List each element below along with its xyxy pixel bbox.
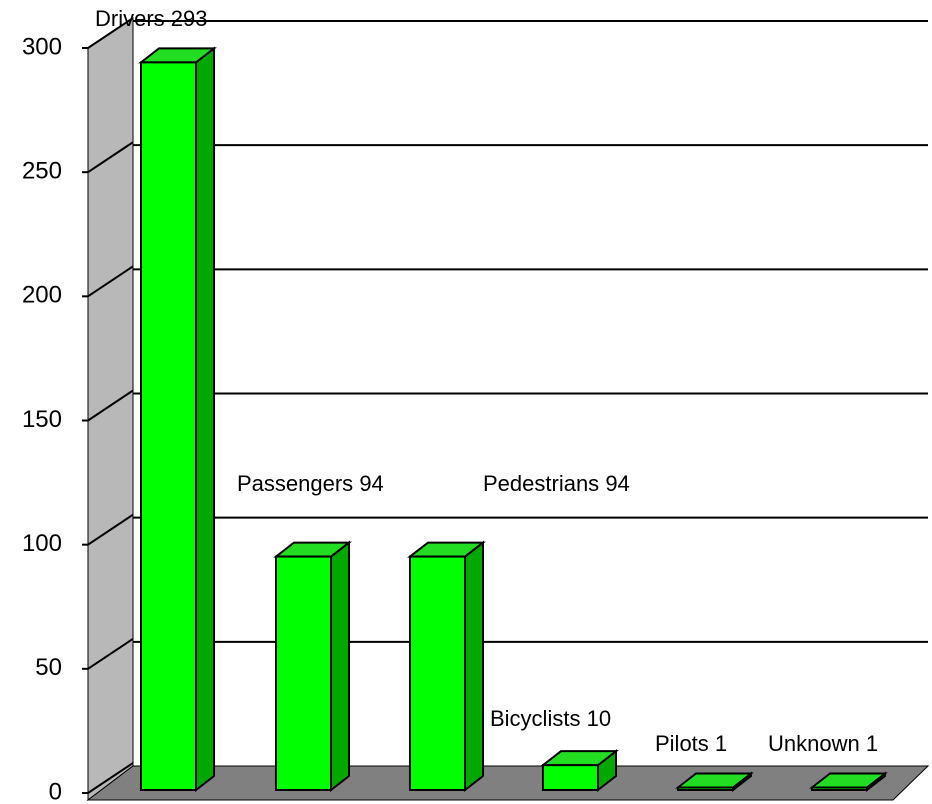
bar (675, 771, 754, 793)
data-label-value: 10 (587, 706, 611, 731)
wall-grid-line (87, 389, 134, 422)
data-label-value: 1 (715, 731, 727, 756)
data-label: Pilots 1 (655, 731, 727, 756)
y-tick-label: 100 (22, 530, 62, 557)
data-label-category: Bicyclists (490, 706, 580, 731)
data-label-value: 94 (605, 471, 629, 496)
data-label-value: 94 (359, 471, 383, 496)
wall-grid-line (87, 141, 134, 173)
data-label: Bicyclists 10 (490, 706, 611, 731)
bar-front (140, 61, 197, 791)
bar (407, 540, 486, 793)
bar-front (275, 555, 332, 791)
y-tick-label: 0 (49, 778, 62, 804)
data-label-category: Unknown (768, 731, 860, 756)
data-label: Pedestrians 94 (483, 471, 630, 496)
data-label-category: Drivers (95, 6, 165, 31)
left-wall (87, 17, 134, 802)
bar (138, 46, 217, 793)
data-label: Drivers 293 (95, 6, 208, 31)
wall-grid-line (87, 513, 134, 546)
bar-side (195, 46, 215, 793)
y-tick-label: 50 (35, 654, 62, 681)
wall-grid-line (87, 638, 134, 670)
data-label-category: Pilots (655, 731, 709, 756)
wall-grid-line (87, 762, 134, 794)
bar (809, 771, 888, 793)
y-tick-label: 200 (22, 282, 62, 309)
bar-front (542, 764, 599, 792)
data-label: Passengers 94 (237, 471, 384, 496)
wall-grid-line (87, 265, 134, 298)
bar-front (811, 786, 868, 791)
y-tick-label: 250 (22, 158, 62, 185)
data-label-value: 1 (866, 731, 878, 756)
bar (540, 749, 619, 793)
bar-front (677, 786, 734, 791)
data-label: Unknown 1 (768, 731, 878, 756)
bar-side (330, 540, 350, 793)
data-label-value: 293 (171, 6, 208, 31)
bar-front (409, 555, 466, 791)
data-label-category: Pedestrians (483, 471, 599, 496)
y-tick-label: 150 (22, 406, 62, 433)
y-tick-label: 300 (22, 33, 62, 60)
bar (273, 540, 352, 793)
wall-grid-line (87, 17, 134, 49)
data-label-category: Passengers (237, 471, 353, 496)
bar-side (464, 540, 484, 793)
